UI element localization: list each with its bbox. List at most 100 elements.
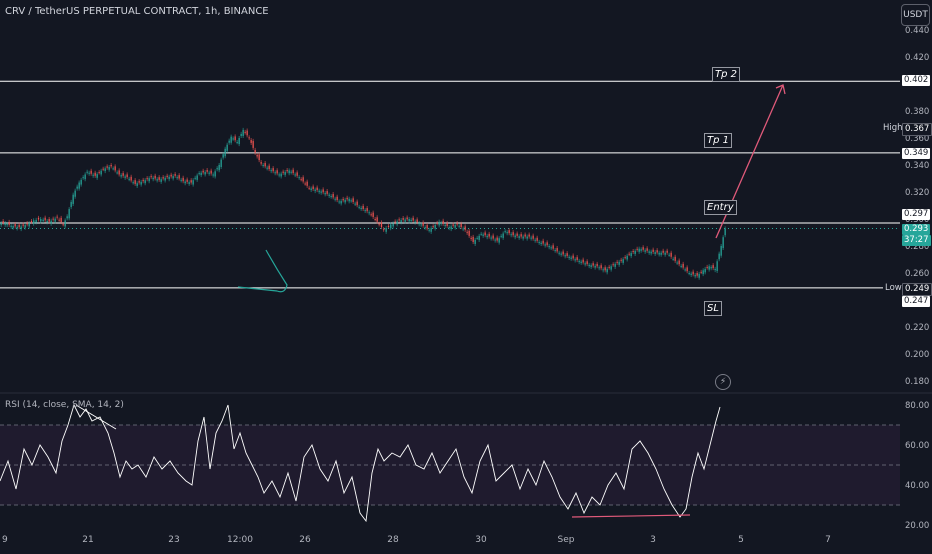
- rsi-trendline-bottom: [571, 514, 691, 518]
- candle-body: [588, 264, 590, 267]
- candle-body: [584, 263, 586, 265]
- candle-body: [672, 258, 674, 260]
- candle-body: [438, 221, 440, 226]
- candle-body: [66, 216, 68, 219]
- candle-body: [718, 253, 720, 260]
- candle-body: [196, 175, 198, 180]
- candle-body: [256, 154, 258, 157]
- low-price-badge: 0.249: [902, 283, 932, 296]
- candle-body: [262, 165, 264, 166]
- candlestick-series: [0, 127, 726, 280]
- candle-body: [606, 268, 608, 273]
- candle-body: [334, 198, 336, 200]
- candle-body: [222, 154, 224, 158]
- candle-body: [546, 242, 548, 246]
- candle-body: [22, 224, 24, 226]
- candle-body: [328, 194, 330, 196]
- candle-body: [642, 247, 644, 250]
- candle-body: [506, 232, 508, 234]
- candle-body: [662, 250, 664, 253]
- candle-body: [324, 193, 326, 195]
- candle-body: [180, 179, 182, 181]
- candle-body: [298, 177, 300, 179]
- candle-body: [82, 177, 84, 179]
- arrow-head-icon: [775, 84, 786, 95]
- candle-body: [504, 231, 506, 233]
- candle-body: [576, 257, 578, 261]
- candle-body: [412, 217, 414, 221]
- candle-body: [564, 255, 566, 257]
- candle-body: [300, 179, 302, 181]
- candle-body: [404, 219, 406, 222]
- candle-body: [322, 189, 324, 193]
- candle-body: [54, 218, 56, 222]
- candle-body: [466, 231, 468, 233]
- candle-body: [650, 251, 652, 254]
- candle-body: [710, 267, 712, 269]
- candle-body: [622, 259, 624, 263]
- candle-body: [244, 131, 246, 133]
- candle-body: [342, 198, 344, 201]
- candle-body: [130, 176, 132, 181]
- time-tick-label: 30: [475, 535, 487, 545]
- candle-body: [326, 191, 328, 194]
- candle-body: [632, 250, 634, 252]
- candle-body: [26, 223, 28, 225]
- candle-body: [248, 137, 250, 139]
- entry-label[interactable]: Entry: [704, 200, 737, 215]
- candle-body: [548, 246, 550, 248]
- candle-body: [118, 170, 120, 175]
- rsi-tick-label: 80.00: [905, 401, 929, 411]
- candle-body: [122, 173, 124, 176]
- candle-body: [200, 172, 202, 176]
- candle-body: [426, 225, 428, 229]
- candle-body: [276, 170, 278, 174]
- candle-body: [320, 191, 322, 193]
- candle-body: [286, 169, 288, 172]
- candle-body: [598, 267, 600, 269]
- tp2-label[interactable]: Tp 2: [712, 67, 740, 82]
- candle-body: [224, 148, 226, 157]
- candle-body: [694, 275, 696, 277]
- sl-price-badge: 0.247: [902, 296, 931, 307]
- candle-body: [394, 221, 396, 223]
- lightning-icon[interactable]: ⚡: [715, 374, 731, 390]
- candle-body: [12, 226, 14, 228]
- candle-body: [690, 273, 692, 276]
- candle-body: [520, 234, 522, 237]
- tp1-label[interactable]: Tp 1: [704, 133, 732, 148]
- candle-body: [312, 186, 314, 190]
- candle-body: [50, 220, 52, 224]
- candle-body: [410, 219, 412, 222]
- candle-body: [166, 175, 168, 178]
- candle-body: [496, 237, 498, 241]
- candle-body: [430, 228, 432, 232]
- candle-body: [234, 136, 236, 141]
- candle-body: [626, 255, 628, 260]
- candle-body: [134, 180, 136, 184]
- candle-body: [488, 233, 490, 237]
- candle-body: [270, 170, 272, 172]
- candle-body: [610, 266, 612, 270]
- price-tick-label: 0.440: [905, 26, 929, 36]
- currency-button[interactable]: USDT: [901, 4, 930, 26]
- candle-body: [574, 259, 576, 261]
- candle-body: [142, 179, 144, 182]
- candle-body: [550, 247, 552, 249]
- candle-body: [76, 186, 78, 189]
- candle-body: [216, 168, 218, 170]
- candle-body: [602, 269, 604, 271]
- candle-body: [714, 268, 716, 271]
- candle-body: [98, 172, 100, 174]
- price-tick-label: 0.280: [905, 242, 929, 252]
- candle-body: [35, 219, 37, 223]
- countdown-badge: 37:27: [902, 235, 931, 246]
- sl-label[interactable]: SL: [704, 301, 722, 316]
- candle-body: [670, 252, 672, 257]
- candle-body: [162, 177, 164, 179]
- candle-body: [526, 236, 528, 239]
- candle-body: [146, 178, 148, 180]
- candle-body: [630, 253, 632, 257]
